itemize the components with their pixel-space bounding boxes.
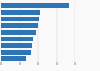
Bar: [1, 3, 68, 8]
Bar: [1, 10, 40, 15]
Bar: [1, 43, 32, 48]
Bar: [1, 17, 39, 21]
Bar: [1, 23, 38, 28]
Bar: [1, 50, 31, 55]
Bar: [1, 56, 26, 61]
Bar: [1, 37, 33, 41]
Bar: [1, 30, 36, 35]
